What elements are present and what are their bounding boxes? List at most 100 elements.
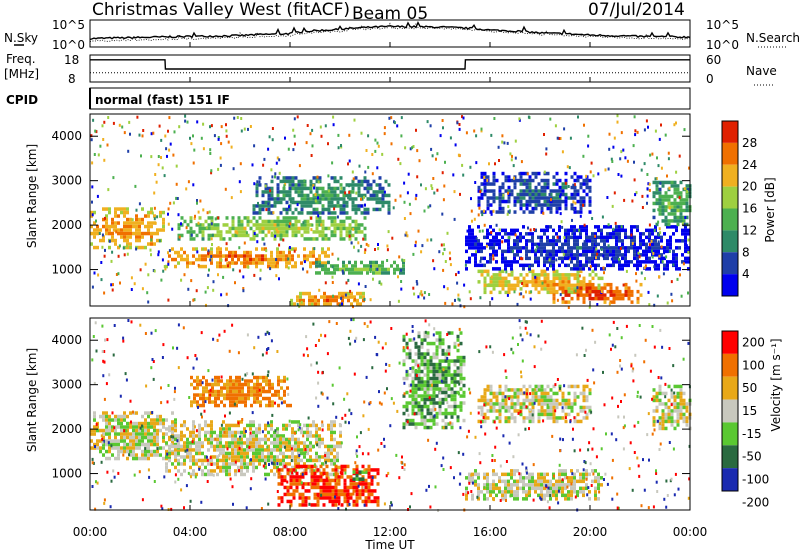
heat-cell bbox=[285, 427, 288, 431]
heat-cell bbox=[535, 287, 538, 291]
heat-cell bbox=[320, 223, 322, 226]
heat-cell bbox=[516, 246, 519, 250]
heat-cell bbox=[675, 171, 677, 174]
heat-cell bbox=[247, 386, 250, 390]
heat-cell bbox=[330, 473, 333, 477]
heat-cell bbox=[580, 286, 583, 290]
heat-cell bbox=[577, 293, 580, 297]
heat-cell bbox=[627, 236, 630, 240]
heat-cell bbox=[457, 338, 460, 342]
heat-cell bbox=[299, 164, 301, 167]
heat-cell bbox=[501, 134, 503, 137]
heat-cell bbox=[361, 180, 364, 184]
heat-cell bbox=[97, 195, 99, 198]
heat-cell bbox=[325, 234, 328, 238]
heat-cell bbox=[238, 379, 241, 383]
heat-cell bbox=[412, 370, 415, 374]
heat-cell bbox=[328, 183, 331, 187]
heat-cell bbox=[644, 162, 646, 165]
heat-cell bbox=[267, 455, 270, 459]
heat-cell bbox=[502, 207, 505, 211]
heat-cell bbox=[489, 483, 492, 487]
heat-cell bbox=[436, 352, 439, 356]
heat-cell bbox=[321, 441, 324, 445]
heat-cell bbox=[307, 124, 309, 127]
heat-cell bbox=[241, 386, 244, 390]
heat-cell bbox=[320, 489, 323, 493]
heat-cell bbox=[261, 258, 264, 262]
heat-cell bbox=[192, 473, 195, 477]
heat-cell bbox=[376, 208, 379, 212]
heat-cell bbox=[363, 264, 366, 268]
heat-cell bbox=[686, 209, 689, 213]
heat-cell bbox=[349, 237, 352, 241]
heat-cell bbox=[339, 268, 342, 272]
heat-cell bbox=[386, 259, 388, 262]
heat-cell bbox=[388, 208, 391, 212]
heat-cell bbox=[316, 237, 319, 241]
heat-cell bbox=[255, 445, 258, 449]
heat-cell bbox=[364, 227, 367, 231]
heat-cell bbox=[293, 479, 296, 483]
heat-cell bbox=[579, 236, 582, 240]
heat-cell bbox=[616, 290, 619, 294]
heat-cell bbox=[159, 211, 162, 215]
heat-cell bbox=[621, 239, 624, 243]
heat-cell bbox=[374, 468, 377, 472]
heat-cell bbox=[489, 225, 492, 229]
heat-cell bbox=[253, 204, 256, 208]
heat-cell bbox=[468, 243, 471, 247]
heat-cell bbox=[301, 204, 304, 208]
heat-cell bbox=[264, 455, 267, 459]
heat-cell bbox=[559, 186, 562, 190]
heat-cell bbox=[514, 287, 517, 291]
heat-cell bbox=[219, 445, 222, 449]
heat-cell bbox=[253, 390, 256, 394]
heat-cell bbox=[597, 250, 600, 254]
heat-cell bbox=[110, 283, 112, 286]
heat-cell bbox=[223, 404, 226, 408]
heat-cell bbox=[150, 432, 153, 436]
heat-cell bbox=[609, 232, 612, 236]
heat-cell bbox=[562, 277, 565, 281]
heat-cell bbox=[535, 203, 538, 207]
heat-cell bbox=[353, 246, 355, 249]
heat-cell bbox=[495, 260, 498, 264]
heat-cell bbox=[265, 204, 268, 208]
heat-cell bbox=[249, 462, 252, 466]
heat-cell bbox=[296, 486, 299, 490]
heat-cell bbox=[591, 243, 594, 247]
heat-cell bbox=[306, 431, 309, 435]
heat-cell bbox=[538, 196, 541, 200]
heat-cell bbox=[498, 232, 501, 236]
heat-cell bbox=[258, 258, 261, 262]
heat-cell bbox=[433, 394, 436, 398]
heat-cell bbox=[274, 393, 277, 397]
heat-cell bbox=[202, 223, 205, 227]
heat-cell bbox=[480, 250, 483, 254]
heat-cell bbox=[544, 189, 547, 193]
heat-cell bbox=[612, 232, 615, 236]
heat-cell bbox=[610, 286, 613, 290]
heat-cell bbox=[234, 431, 237, 435]
heat-cell bbox=[418, 377, 421, 381]
heat-cell bbox=[350, 496, 353, 500]
heat-cell bbox=[320, 465, 323, 469]
heat-cell bbox=[153, 443, 156, 447]
heat-cell bbox=[334, 211, 337, 215]
heat-cell bbox=[126, 221, 129, 225]
heat-cell bbox=[499, 228, 501, 231]
heat-cell bbox=[296, 472, 299, 476]
heat-cell bbox=[388, 117, 390, 120]
heat-cell bbox=[271, 204, 274, 208]
heat-cell bbox=[580, 210, 583, 214]
heat-cell bbox=[477, 225, 480, 229]
heat-cell bbox=[543, 133, 545, 136]
heat-cell bbox=[507, 294, 509, 297]
heat-cell bbox=[252, 445, 255, 449]
heat-cell bbox=[492, 490, 495, 494]
heat-cell bbox=[582, 267, 585, 271]
heat-cell bbox=[192, 459, 195, 463]
heat-cell bbox=[328, 216, 331, 220]
heat-cell bbox=[460, 363, 463, 367]
